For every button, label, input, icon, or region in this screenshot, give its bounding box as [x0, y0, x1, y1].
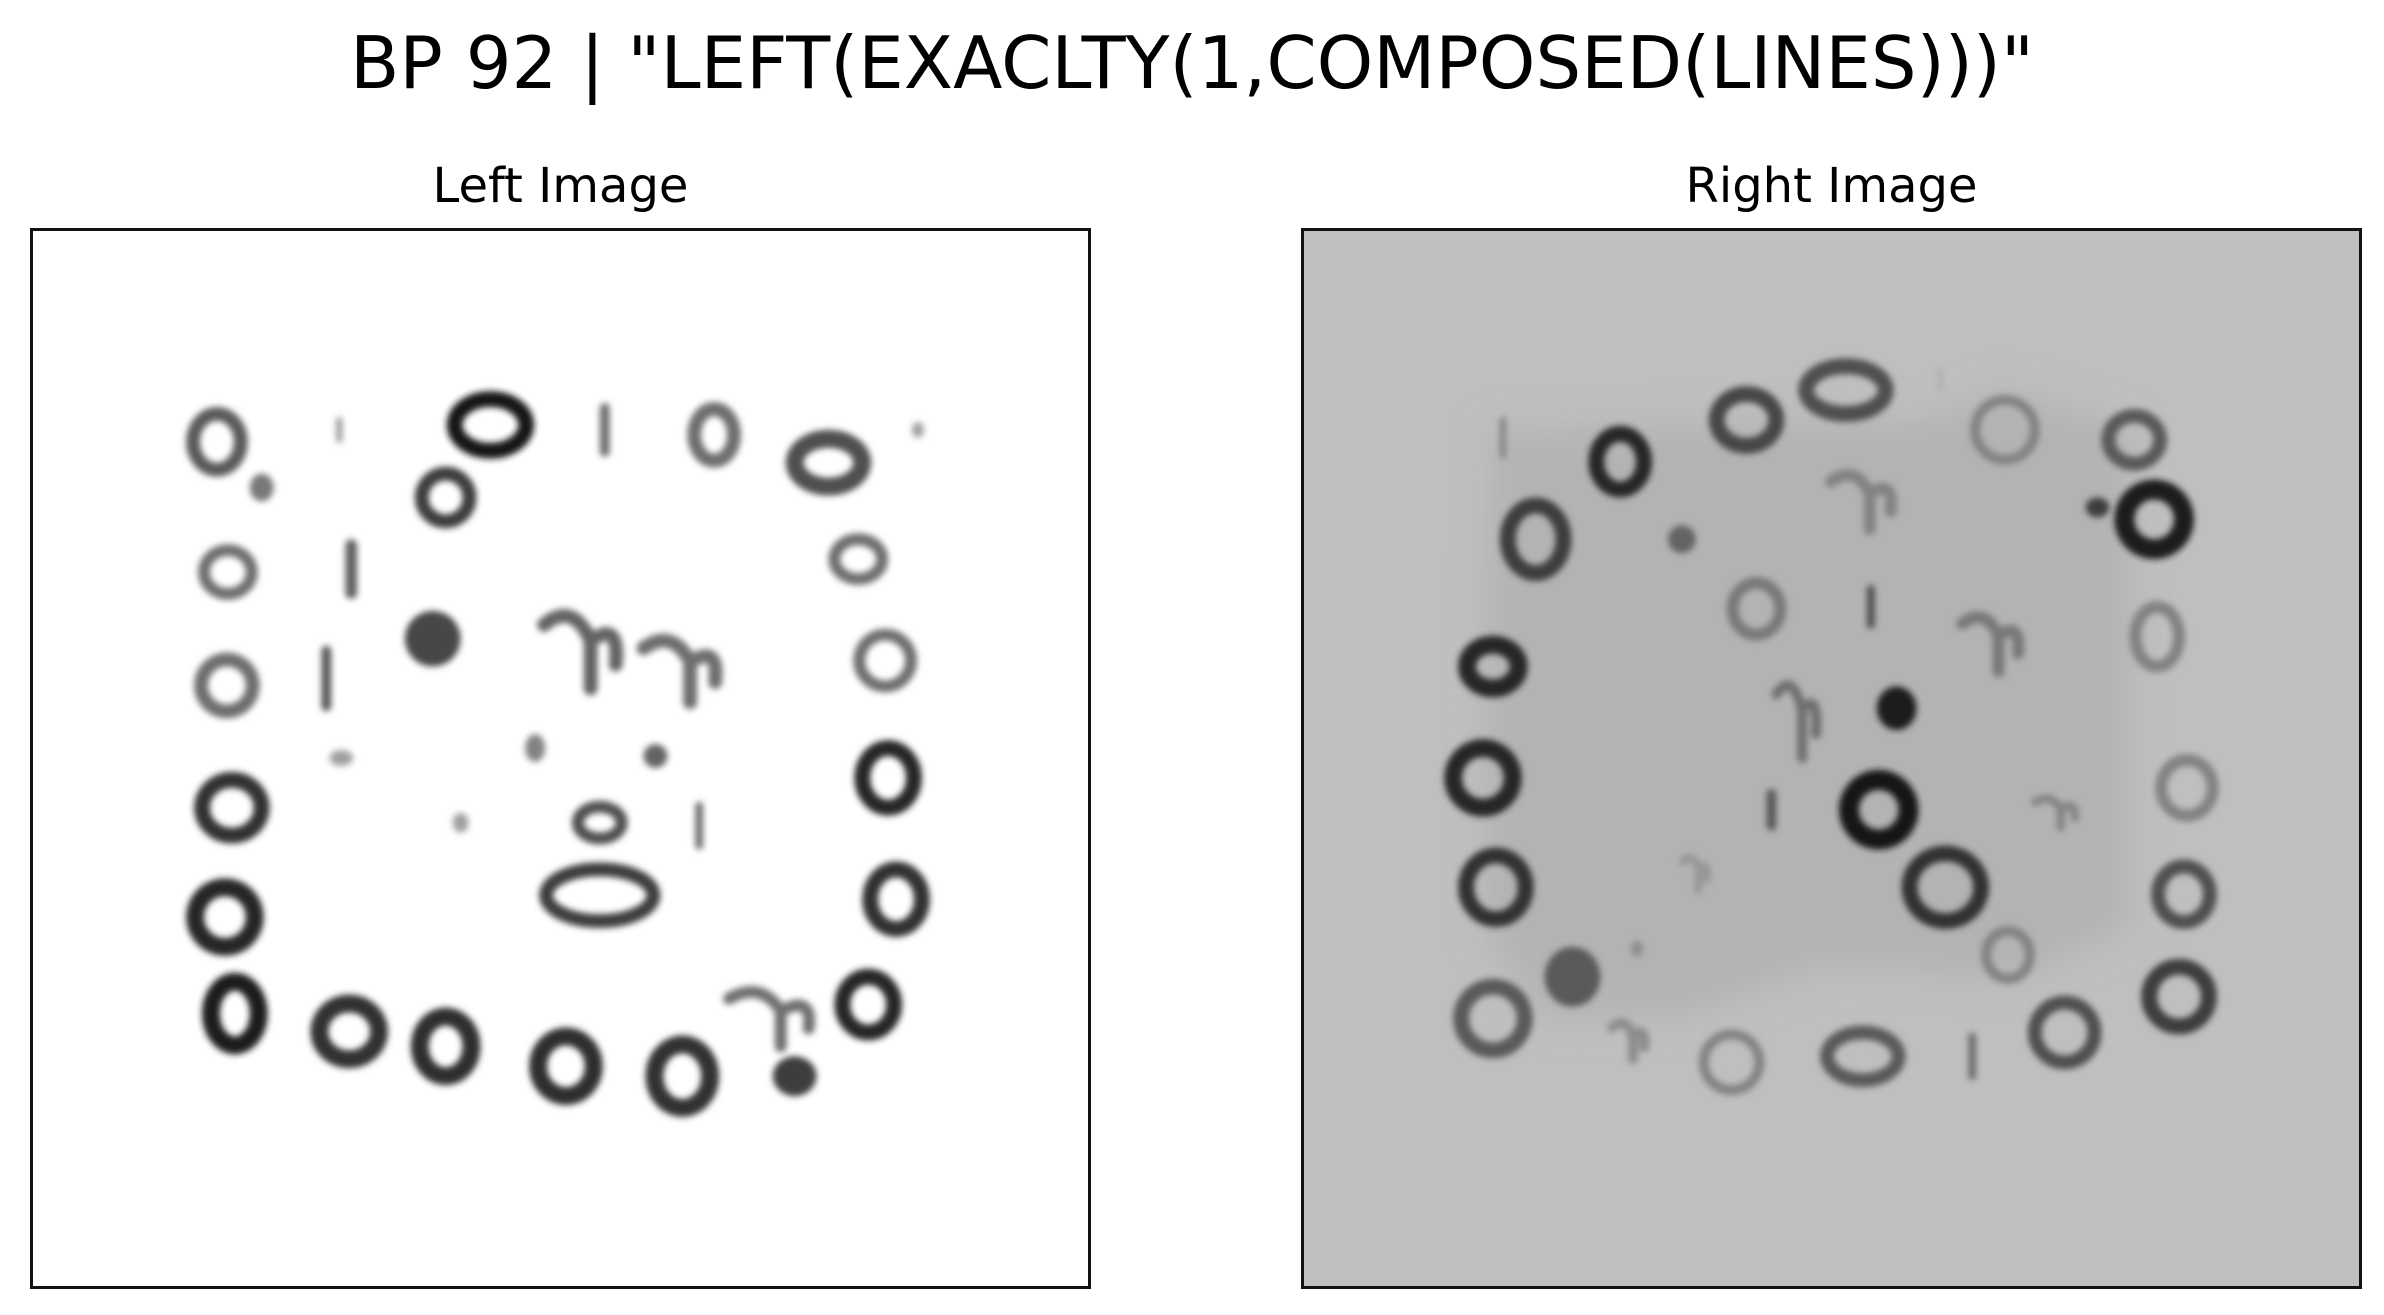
right-image-glyph-22 — [1838, 769, 1919, 850]
right-image-glyph-12 — [1825, 468, 1898, 536]
right-image-title: Right Image — [1685, 158, 1978, 214]
right-image-glyph-29 — [1631, 940, 1644, 957]
left-image-glyph-1 — [186, 406, 248, 477]
right-image-glyph-15 — [1956, 611, 2025, 678]
left-image-glyph-29 — [862, 861, 930, 937]
right-image-glyph-19 — [1876, 686, 1917, 731]
right-image-glyph-9 — [2085, 497, 2110, 518]
right-image-glyph-7 — [2101, 408, 2168, 471]
left-image-glyph-22 — [194, 771, 270, 844]
left-image-glyph-37 — [834, 968, 903, 1041]
right-image-glyph-8 — [2114, 479, 2194, 560]
left-image-glyph-13 — [194, 652, 260, 719]
left-image-glyph-6 — [687, 402, 741, 468]
figure-title: BP 92 | "LEFT(EXACLTY(1,COMPOSED(LINES))… — [350, 21, 2034, 105]
left-image-glyph-19 — [329, 750, 354, 766]
left-image-glyph-9 — [414, 466, 477, 529]
right-image-glyph-13 — [1726, 577, 1787, 641]
left-image-glyph-15 — [404, 610, 461, 667]
right-image-glyph-11 — [1667, 525, 1696, 554]
left-image-panel — [30, 228, 1091, 1289]
left-image-glyph-33 — [529, 1027, 603, 1106]
right-image-glyph-35 — [1820, 1025, 1906, 1088]
left-image-glyph-4 — [446, 391, 535, 459]
left-image-glyph-24 — [452, 812, 469, 833]
left-image-glyph-31 — [310, 994, 388, 1069]
right-image-glyph-23 — [2030, 794, 2079, 832]
left-image-glyph-10 — [198, 544, 258, 600]
right-image-glyph-26 — [1678, 853, 1711, 895]
left-image-glyph-7 — [785, 429, 872, 496]
left-image-canvas — [186, 391, 930, 1117]
right-image-glyph-32 — [1453, 978, 1533, 1059]
right-image-glyph-18 — [1771, 680, 1822, 763]
left-image-glyph-27 — [186, 878, 264, 956]
right-image-glyph-24 — [2155, 754, 2219, 822]
right-image-glyph-28 — [2151, 859, 2217, 930]
right-image-glyph-2 — [1588, 425, 1653, 498]
right-image-glyph-20 — [1444, 739, 1522, 817]
left-image-glyph-21 — [643, 744, 668, 768]
left-image-glyph-36 — [772, 1056, 817, 1097]
right-image-glyph-10 — [1499, 497, 1572, 582]
right-image-glyph-25 — [1458, 847, 1534, 928]
right-image-glyph-6 — [1970, 395, 2040, 465]
left-image-glyph-12 — [828, 533, 889, 585]
right-image-glyph-3 — [1708, 386, 1785, 454]
left-image-glyph-30 — [202, 972, 268, 1055]
left-image-glyph-16 — [537, 608, 624, 696]
right-image-glyph-38 — [2141, 958, 2217, 1035]
left-image-glyph-32 — [410, 1007, 481, 1086]
right-image-glyph-4 — [1798, 358, 1894, 422]
right-image-glyph-33 — [1607, 1018, 1650, 1065]
left-image-glyph-17 — [636, 633, 723, 710]
left-image-glyph-2 — [249, 473, 274, 502]
right-image-glyph-16 — [2129, 600, 2185, 673]
left-image-glyph-23 — [854, 740, 922, 816]
left-image-glyph-28 — [539, 862, 661, 929]
left-image-glyph-25 — [571, 800, 628, 845]
left-image-title: Left Image — [432, 158, 689, 214]
right-image-glyph-27 — [1901, 845, 1990, 930]
right-image-canvas — [1444, 358, 2219, 1096]
right-image-glyph-37 — [2027, 995, 2102, 1070]
left-image-glyph-18 — [853, 628, 917, 693]
left-image-glyph-20 — [525, 734, 546, 762]
left-image-glyph-35 — [723, 986, 816, 1053]
left-image-glyph-8 — [912, 421, 924, 438]
right-image-glyph-30 — [1544, 946, 1601, 1007]
right-image-glyph-34 — [1698, 1029, 1765, 1096]
right-image-glyph-17 — [1458, 635, 1528, 698]
left-image-glyph-34 — [645, 1035, 720, 1117]
right-image-glyph-31 — [1981, 926, 2035, 984]
right-image-panel — [1301, 228, 2362, 1289]
